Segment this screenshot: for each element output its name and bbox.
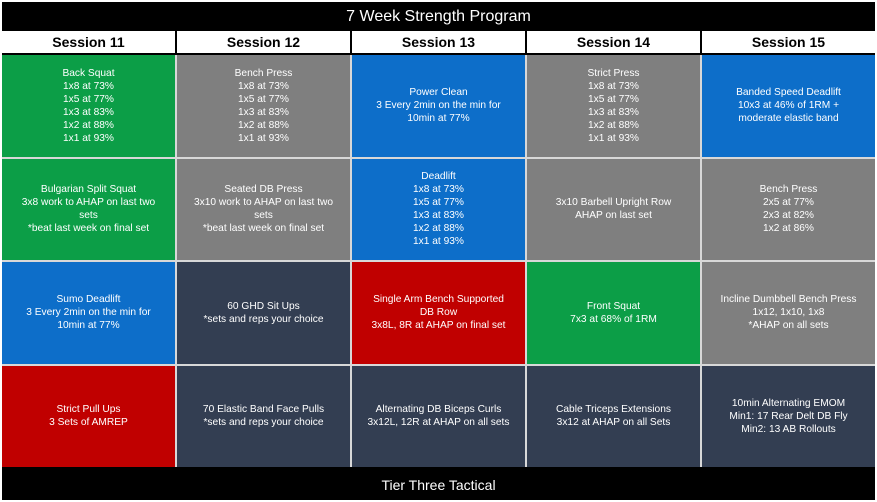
- exercise-detail: 1x5 at 77%: [238, 93, 289, 105]
- exercise-detail: 1x5 at 77%: [63, 93, 114, 105]
- exercise-detail: 1x1 at 93%: [238, 132, 289, 144]
- workout-cell: Seated DB Press 3x10 work to AHAP on last…: [177, 158, 350, 260]
- exercise-name: Strict Press: [587, 67, 640, 79]
- session-header: Session 12: [177, 31, 350, 53]
- exercise-detail: AHAP on last set: [575, 210, 652, 222]
- workout-cell: 3x10 Barbell Upright Row AHAP on last set: [527, 158, 700, 260]
- session-header: Session 11: [2, 31, 175, 53]
- workout-cell: Bench Press 1x8 at 73% 1x5 at 77% 1x3 at 83…: [177, 55, 350, 157]
- exercise-detail: 1x2 at 86%: [763, 223, 814, 235]
- workout-cell: Bench Press 2x5 at 77% 2x3 at 82% 1x2 at 86…: [702, 158, 875, 260]
- workout-cell: Strict Press 1x8 at 73% 1x5 at 77% 1x3 at 8…: [527, 55, 700, 157]
- exercise-name: Alternating DB Biceps Curls: [375, 404, 502, 416]
- exercise-detail: *sets and reps your choice: [203, 313, 324, 325]
- exercise-detail: 3x10 work to AHAP on last two: [193, 197, 334, 209]
- exercise-name: Seated DB Press: [224, 184, 303, 196]
- exercise-name: Front Squat: [586, 300, 641, 312]
- exercise-detail: *beat last week on final set: [202, 223, 325, 235]
- exercise-name: Power Clean: [409, 87, 468, 99]
- exercise-detail: 3x8L, 8R at AHAP on final set: [371, 320, 506, 332]
- exercise-detail: *sets and reps your choice: [203, 417, 324, 429]
- workout-cell: Single Arm Bench Supported DB Row 3x8L, 8R…: [352, 262, 525, 364]
- workout-cell: Alternating DB Biceps Curls 3x12L, 12R at…: [352, 365, 525, 467]
- exercise-detail: 2x5 at 77%: [763, 197, 814, 209]
- exercise-name: 60 GHD Sit Ups: [227, 300, 300, 312]
- exercise-detail: 3 Every 2min on the min for: [376, 100, 501, 112]
- exercise-detail: 1x8 at 73%: [238, 80, 289, 92]
- exercise-name: Deadlift: [421, 171, 456, 183]
- exercise-detail: *AHAP on all sets: [748, 320, 829, 332]
- exercise-detail: 1x3 at 83%: [238, 106, 289, 118]
- exercise-name: Strict Pull Ups: [56, 404, 121, 416]
- exercise-detail: moderate elastic band: [738, 113, 839, 125]
- exercise-detail: 1x2 at 88%: [238, 119, 289, 131]
- exercise-detail: Min2: 13 AB Rollouts: [741, 423, 836, 435]
- exercise-detail: sets: [79, 210, 98, 222]
- program-title: 7 Week Strength Program: [2, 2, 875, 31]
- exercise-detail: 1x2 at 88%: [63, 119, 114, 131]
- exercise-detail: 1x5 at 77%: [413, 197, 464, 209]
- workout-cell: Banded Speed Deadlift 10x3 at 46% of 1RM …: [702, 55, 875, 157]
- workout-cell: Back Squat 1x8 at 73% 1x5 at 77% 1x3 at 83%…: [2, 55, 175, 157]
- exercise-name: Banded Speed Deadlift: [736, 87, 841, 99]
- exercise-name: 3x10 Barbell Upright Row: [555, 197, 672, 209]
- exercise-detail: 3x8 work to AHAP on last two: [21, 197, 156, 209]
- exercise-name: Bench Press: [234, 67, 293, 79]
- workout-cell: Deadlift 1x8 at 73% 1x5 at 77% 1x3 at 83% 1x…: [352, 158, 525, 260]
- exercise-detail: 1x2 at 88%: [413, 223, 464, 235]
- exercise-detail: 1x8 at 73%: [63, 80, 114, 92]
- exercise-detail: 7x3 at 68% of 1RM: [570, 313, 657, 325]
- exercise-detail: 1x3 at 83%: [413, 210, 464, 222]
- exercise-detail: 2x3 at 82%: [763, 210, 814, 222]
- exercise-detail: 3 Sets of AMREP: [49, 417, 128, 429]
- exercise-detail: 1x1 at 93%: [63, 132, 114, 144]
- workout-grid: Back Squat 1x8 at 73% 1x5 at 77% 1x3 at 83%…: [2, 55, 875, 467]
- workout-cell: 10min Alternating EMOM Min1: 17 Rear Delt…: [702, 365, 875, 467]
- exercise-detail: 3 Every 2min on the min for: [26, 307, 151, 319]
- exercise-name: 70 Elastic Band Face Pulls: [202, 404, 325, 416]
- exercise-name: Incline Dumbbell Bench Press: [720, 294, 857, 306]
- exercise-detail: 10min at 77%: [57, 320, 120, 332]
- exercise-name: Cable Triceps Extensions: [556, 404, 671, 416]
- exercise-detail: 10min at 77%: [407, 113, 470, 125]
- exercise-detail: *beat last week on final set: [27, 223, 150, 235]
- exercise-detail: 1x1 at 93%: [588, 132, 639, 144]
- workout-cell: Sumo Deadlift 3 Every 2min on the min for…: [2, 262, 175, 364]
- exercise-detail: 1x8 at 73%: [413, 184, 464, 196]
- exercise-detail: 1x3 at 83%: [63, 106, 114, 118]
- exercise-detail: 1x2 at 88%: [588, 119, 639, 131]
- exercise-detail: 1x8 at 73%: [588, 80, 639, 92]
- session-header: Session 15: [702, 31, 875, 53]
- exercise-detail: 1x1 at 93%: [413, 236, 464, 248]
- footer-brand: Tier Three Tactical: [2, 469, 875, 500]
- exercise-detail: 1x12, 1x10, 1x8: [752, 307, 825, 319]
- exercise-detail: Min1: 17 Rear Delt DB Fly: [729, 410, 848, 422]
- exercise-name: Bulgarian Split Squat: [40, 184, 137, 196]
- session-header: Session 13: [352, 31, 525, 53]
- exercise-detail: 1x5 at 77%: [588, 93, 639, 105]
- exercise-detail: 1x3 at 83%: [588, 106, 639, 118]
- exercise-name: 10min Alternating EMOM: [731, 397, 846, 409]
- workout-cell: Power Clean 3 Every 2min on the min for 10…: [352, 55, 525, 157]
- workout-cell: Incline Dumbbell Bench Press 1x12, 1x10, …: [702, 262, 875, 364]
- session-header-row: Session 11 Session 12 Session 13 Session 14…: [2, 31, 875, 53]
- exercise-detail: sets: [254, 210, 273, 222]
- exercise-name: Single Arm Bench Supported: [373, 294, 504, 306]
- workout-cell: Front Squat 7x3 at 68% of 1RM: [527, 262, 700, 364]
- exercise-name: Bench Press: [759, 184, 818, 196]
- workout-cell: 70 Elastic Band Face Pulls *sets and reps…: [177, 365, 350, 467]
- workout-cell: Strict Pull Ups 3 Sets of AMREP: [2, 365, 175, 467]
- workout-cell: Cable Triceps Extensions 3x12 at AHAP on …: [527, 365, 700, 467]
- exercise-detail: DB Row: [419, 307, 458, 319]
- exercise-detail: 3x12L, 12R at AHAP on all sets: [367, 417, 510, 429]
- exercise-name: Sumo Deadlift: [56, 294, 121, 306]
- exercise-name: Back Squat: [62, 67, 115, 79]
- session-header: Session 14: [527, 31, 700, 53]
- workout-cell: Bulgarian Split Squat 3x8 work to AHAP on…: [2, 158, 175, 260]
- exercise-detail: 10x3 at 46% of 1RM +: [737, 100, 840, 112]
- workout-cell: 60 GHD Sit Ups *sets and reps your choice: [177, 262, 350, 364]
- exercise-detail: 3x12 at AHAP on all Sets: [556, 417, 671, 429]
